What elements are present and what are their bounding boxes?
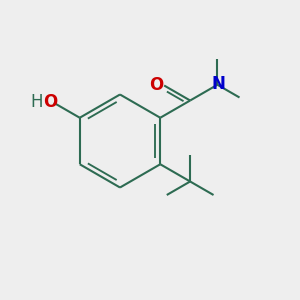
Text: H: H — [30, 93, 43, 111]
Text: O: O — [43, 93, 57, 111]
Text: N: N — [212, 75, 226, 93]
Text: O: O — [149, 76, 164, 94]
